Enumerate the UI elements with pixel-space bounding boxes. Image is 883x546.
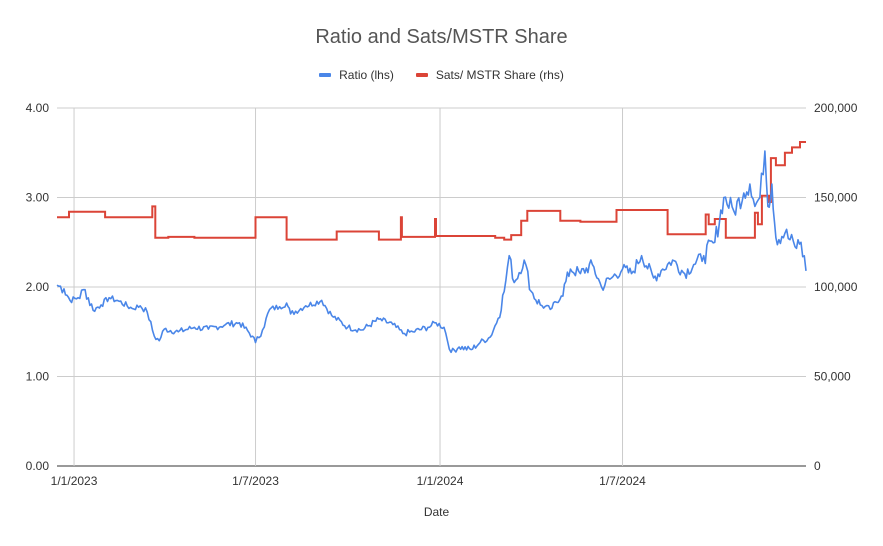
- legend-item-sats[interactable]: Sats/ MSTR Share (rhs): [415, 68, 564, 82]
- y-right-tick-label: 150,000: [814, 191, 858, 205]
- y-left-tick-label: 1.00: [26, 370, 50, 384]
- legend-label-ratio: Ratio (lhs): [339, 68, 394, 82]
- y-right-tick-label: 100,000: [814, 280, 858, 294]
- legend-label-sats: Sats/ MSTR Share (rhs): [435, 68, 564, 82]
- y-left-tick-label: 4.00: [26, 101, 50, 115]
- y-left-tick-label: 2.00: [26, 280, 50, 294]
- y-right-tick-label: 0: [814, 459, 821, 473]
- legend-swatch-ratio: [319, 73, 332, 77]
- x-tick-label: 1/7/2024: [599, 474, 646, 488]
- x-axis-title: Date: [424, 505, 450, 519]
- chart-legend: Ratio (lhs) Sats/ MSTR Share (rhs): [0, 68, 883, 82]
- legend-item-ratio[interactable]: Ratio (lhs): [319, 68, 394, 82]
- y-right-tick-label: 50,000: [814, 370, 851, 384]
- y-right-tick-label: 200,000: [814, 101, 858, 115]
- y-left-tick-label: 0.00: [26, 459, 50, 473]
- legend-swatch-sats: [415, 73, 428, 77]
- x-tick-label: 1/1/2023: [51, 474, 98, 488]
- series-line-sats-per-share: [57, 141, 806, 241]
- x-tick-label: 1/7/2023: [232, 474, 279, 488]
- y-left-tick-label: 3.00: [26, 191, 50, 205]
- chart-title: Ratio and Sats/MSTR Share: [315, 26, 568, 48]
- x-tick-label: 1/1/2024: [417, 474, 464, 488]
- series-line-ratio: [56, 150, 807, 354]
